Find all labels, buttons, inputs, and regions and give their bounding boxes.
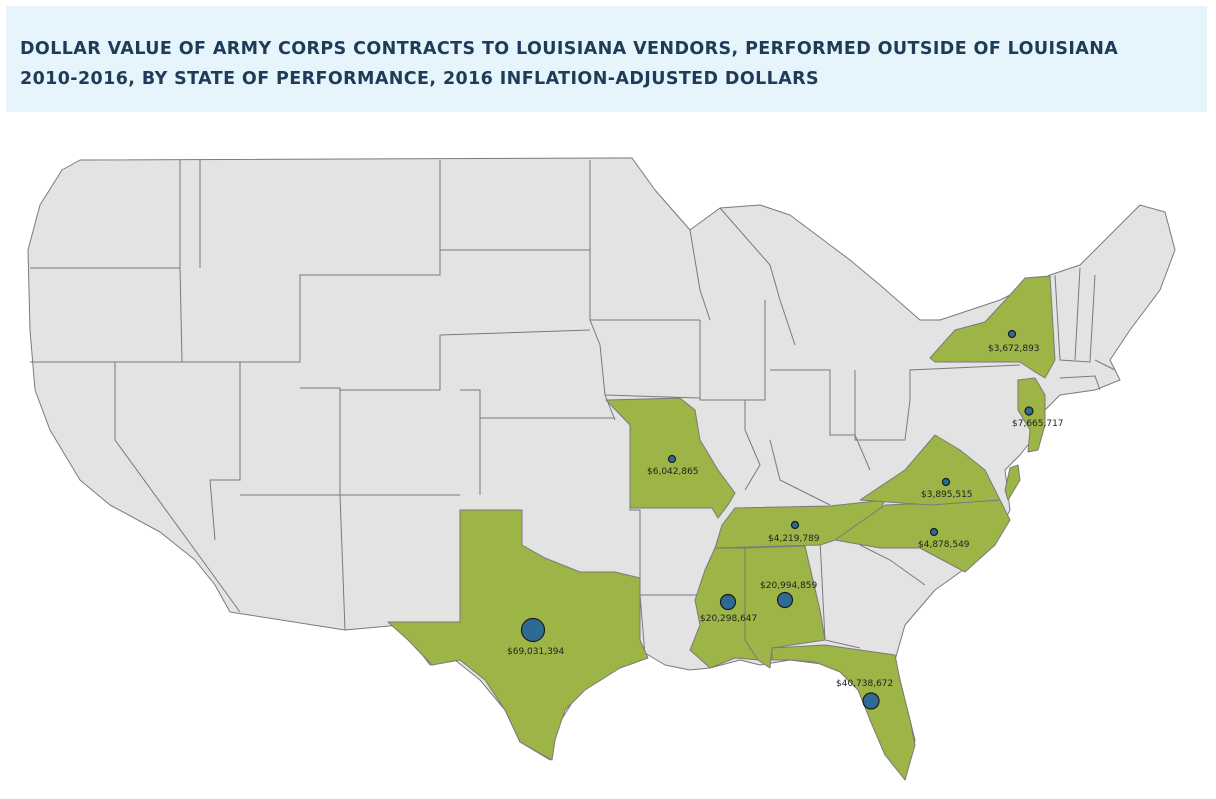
state-virginia: [859, 434, 1001, 506]
bubble-missouri: [667, 454, 677, 464]
state-new-york: [929, 275, 1056, 379]
state-new-jersey: [1017, 377, 1046, 453]
value-label-alabama: $20,994,859: [760, 581, 818, 591]
title-line-2: 2010-2016, BY STATE OF PERFORMANCE, 2016…: [20, 69, 820, 89]
value-label-north-carolina: $4,878,549: [918, 540, 970, 550]
value-label-mississippi: $20,298,647: [700, 614, 757, 624]
value-label-tennessee: $4,219,789: [768, 534, 820, 544]
state-texas: [387, 509, 649, 761]
value-label-texas: $69,031,394: [507, 647, 565, 657]
value-label-new-jersey: $7,665,717: [1012, 419, 1064, 429]
bubble-mississippi: [719, 593, 737, 611]
value-label-virginia: $3,895,515: [921, 490, 973, 500]
state-borders: [30, 160, 1116, 656]
value-label-new-york: $3,672,893: [988, 344, 1040, 354]
state-delaware-maryland-shore: [1004, 464, 1021, 501]
value-label-florida: $40,738,672: [836, 679, 893, 689]
title-line-1: DOLLAR VALUE OF ARMY CORPS CONTRACTS TO …: [20, 39, 1119, 59]
bubble-florida: [862, 692, 880, 710]
bubble-new-jersey: [1024, 406, 1034, 416]
title-banner: DOLLAR VALUE OF ARMY CORPS CONTRACTS TO …: [6, 6, 1207, 112]
value-label-missouri: $6,042,865: [647, 467, 699, 477]
state-florida: [771, 644, 916, 781]
bubble-alabama: [776, 591, 794, 609]
bubble-new-york: [1007, 329, 1017, 339]
bubble-layer: $69,031,394 $40,738,672 $20,994,859 $20,…: [507, 329, 1064, 710]
bubble-virginia: [941, 477, 951, 487]
bubble-tennessee: [790, 520, 800, 530]
bubble-north-carolina: [929, 527, 939, 537]
bubble-texas: [520, 617, 546, 643]
